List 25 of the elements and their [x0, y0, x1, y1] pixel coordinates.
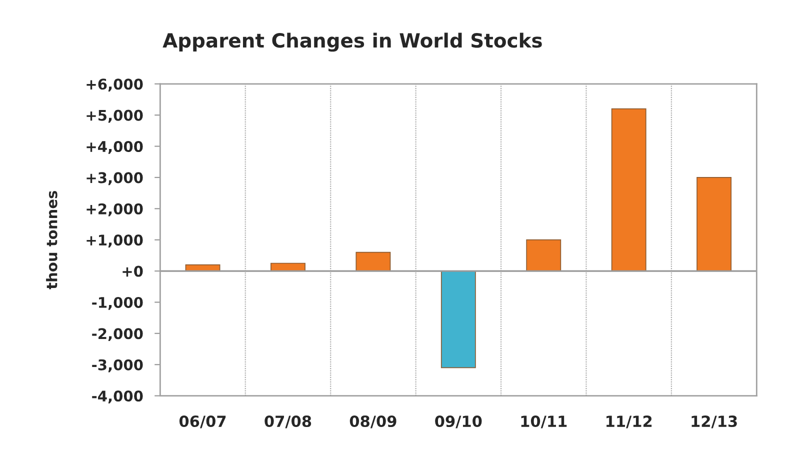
y-tick-label: -4,000 — [92, 390, 143, 404]
y-tick-label: -1,000 — [92, 296, 143, 310]
x-tick-label: 12/13 — [692, 416, 737, 428]
y-tick-label: +4,000 — [86, 140, 143, 154]
bar — [440, 270, 476, 368]
y-tick-label: +2,000 — [86, 203, 143, 216]
bar — [611, 108, 646, 272]
x-tick-label: 06/07 — [179, 416, 226, 428]
bar — [526, 239, 562, 272]
y-axis-title: thou tonnes — [46, 190, 58, 290]
y-tick-label: -3,000 — [92, 359, 143, 372]
y-tick-label: +5,000 — [86, 110, 143, 123]
chart-title: Apparent Changes in World Stocks — [162, 32, 542, 52]
bar — [696, 177, 732, 272]
bar — [356, 252, 391, 272]
x-tick-label: 11/12 — [606, 416, 652, 428]
x-tick-label: 07/08 — [264, 416, 312, 428]
y-tick-label: +6,000 — [86, 78, 143, 92]
x-tick-label: 10/11 — [521, 416, 567, 428]
y-tick-label: +0 — [122, 266, 143, 277]
y-tick-label: -2,000 — [92, 328, 143, 342]
y-tick-label: +3,000 — [86, 172, 143, 186]
y-tick-label: +1,000 — [86, 234, 143, 248]
x-tick-label: 09/10 — [435, 416, 482, 428]
x-tick-label: 08/09 — [350, 416, 396, 428]
